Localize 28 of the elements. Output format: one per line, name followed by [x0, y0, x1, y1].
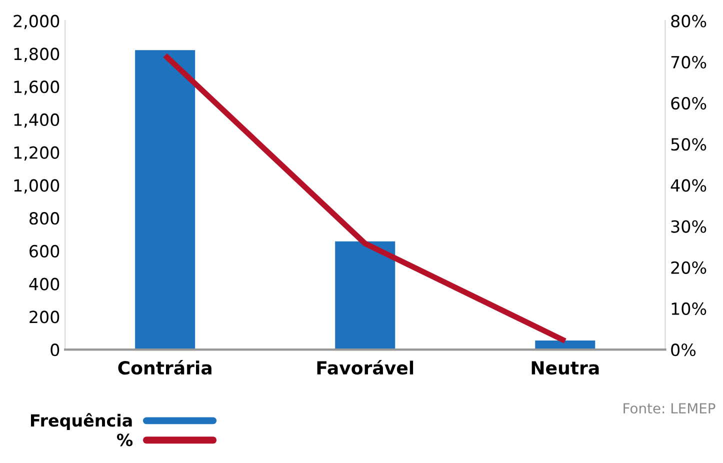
source-note: Fonte: LEMEP [624, 403, 716, 414]
y-tick-label: 1,600 [14, 80, 60, 95]
x-tick-label: Favorável [317, 360, 414, 375]
bar [335, 241, 396, 350]
y2-tick-label: 0% [671, 344, 696, 356]
y-tick-label: 1,800 [14, 48, 60, 62]
y-tick-label: 200 [30, 310, 60, 324]
y2-tick-label: 80% [671, 14, 706, 28]
y-tick-label: 400 [29, 278, 60, 290]
bar [135, 50, 196, 350]
y-tick-label: 600 [30, 244, 60, 258]
y2-tick-label: 60% [671, 96, 706, 110]
y-tick-label: 2,000 [14, 14, 60, 30]
y-tick-label: 0 [50, 344, 60, 356]
y2-tick-label: 20% [671, 261, 706, 274]
y-tick-label: 1,200 [14, 146, 60, 161]
x-tick-label: Contrária [118, 360, 212, 375]
y2-tick-label: 40% [670, 179, 706, 192]
legend-label: Frequência [30, 413, 132, 430]
legend-label: % [116, 434, 133, 446]
y-tick-label: 1,400 [14, 113, 60, 128]
x-tick-label: Neutra [532, 361, 599, 375]
y-tick-label: 800 [30, 212, 60, 225]
y2-tick-label: 30% [671, 220, 706, 233]
y2-tick-label: 50% [671, 138, 706, 151]
y2-tick-label: 10% [672, 302, 706, 316]
y2-tick-label: 70% [671, 56, 706, 68]
y-tick-label: 1,000 [14, 179, 60, 194]
